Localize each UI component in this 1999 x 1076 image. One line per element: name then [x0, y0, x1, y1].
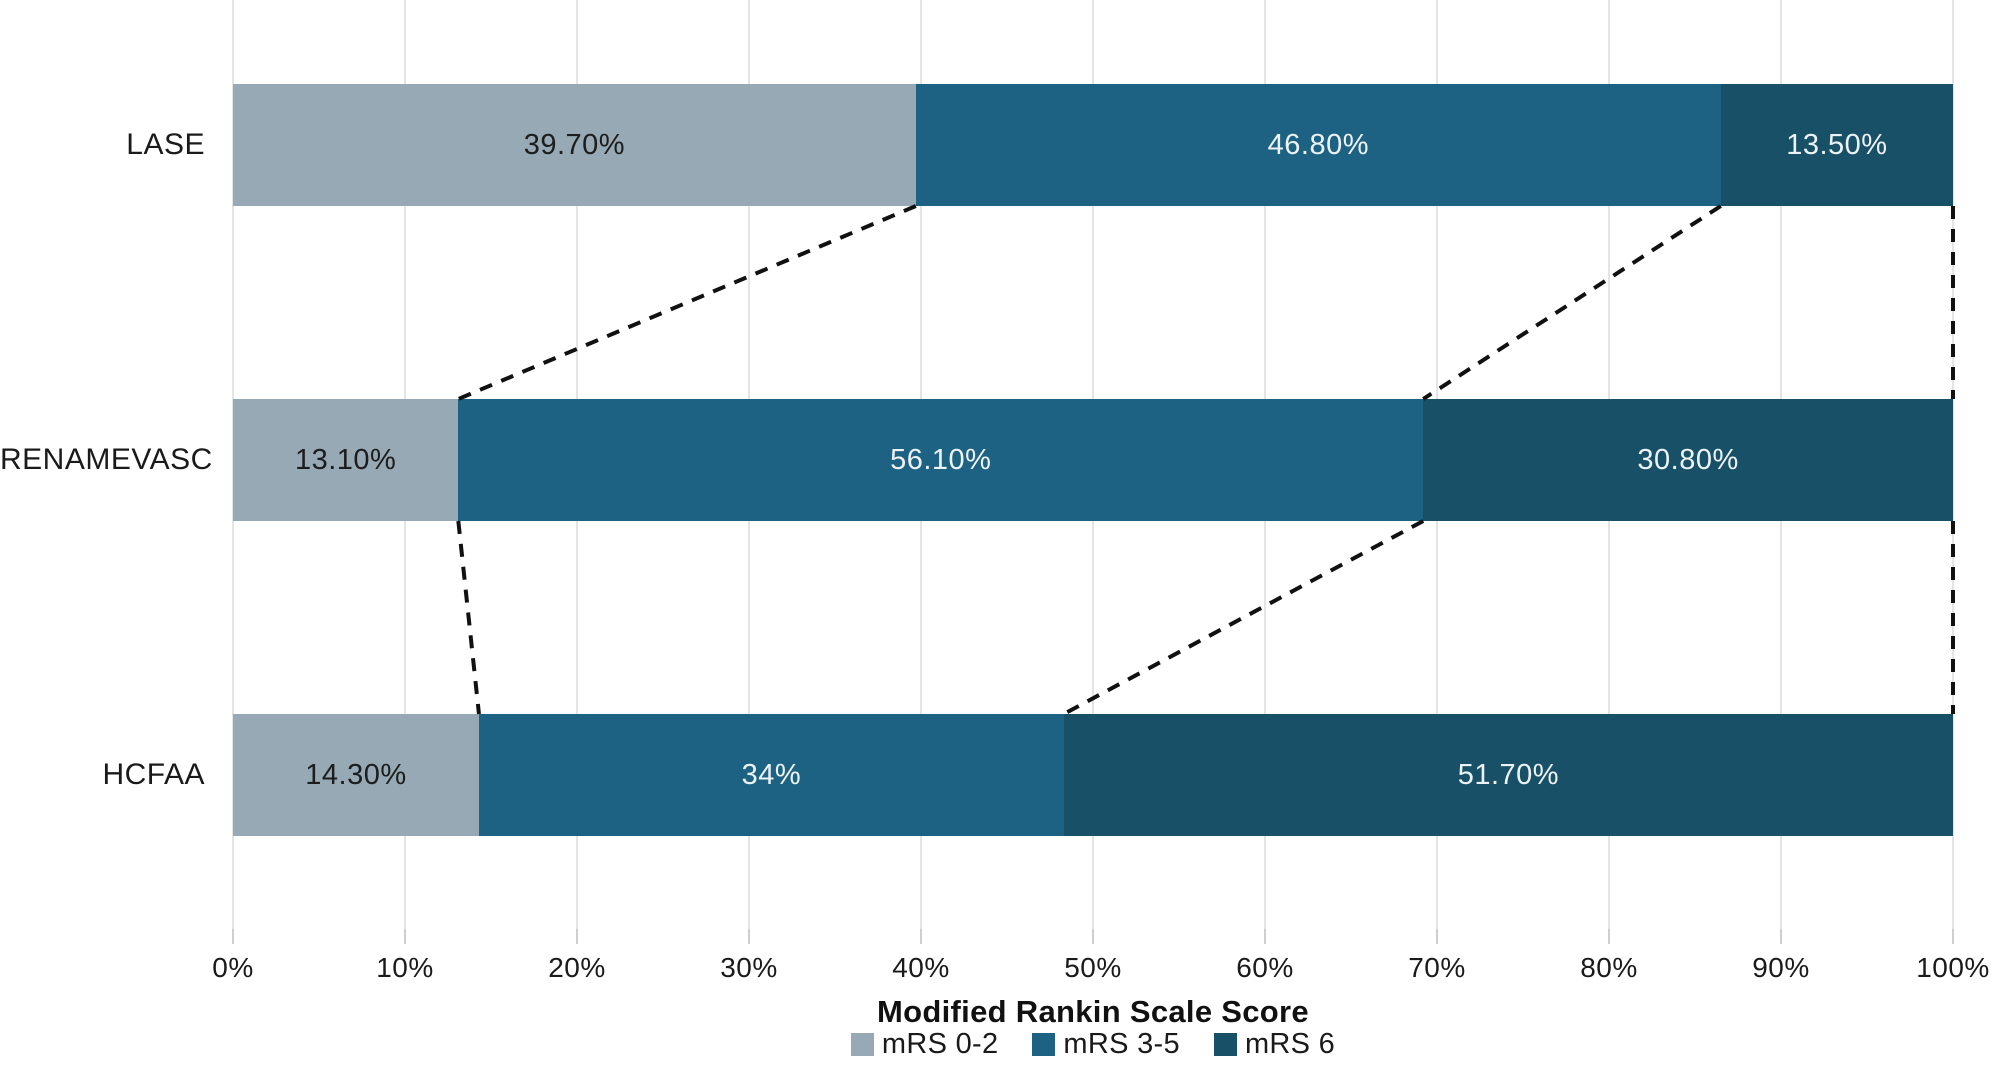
bar-segment: 13.50% [1720, 84, 1953, 206]
bar-value-label: 13.50% [1786, 128, 1888, 161]
axis-tick [232, 929, 234, 944]
axis-tick-label: 40% [892, 952, 950, 983]
axis-tick-label: 10% [376, 952, 434, 983]
legend-label: mRS 0-2 [881, 1028, 999, 1060]
legend-item: mRS 3-5 [1032, 1028, 1180, 1061]
axis-tick [404, 929, 406, 944]
axis-tick [576, 929, 578, 944]
bar-segment: 13.10% [233, 399, 459, 521]
axis-tick [1436, 929, 1438, 944]
legend-swatch [1213, 1033, 1237, 1056]
axis-tick-label: 30% [720, 952, 778, 983]
plot-area: 39.70% 46.80% 13.50% 13.10% 56.10% 30.80% 14.3… [232, 0, 1955, 929]
bar-row: 39.70% 46.80% 13.50% [233, 84, 1953, 206]
bar-segment: 34% [478, 714, 1064, 836]
axis-tick [1264, 929, 1266, 944]
bar-value-label: 30.80% [1637, 443, 1739, 476]
connector-line [1062, 519, 1425, 716]
axis-tick-label: 20% [548, 952, 606, 983]
bar-value-label: 14.30% [305, 758, 407, 791]
bar-segment: 14.30% [233, 714, 479, 836]
bar-row: 14.30% 34% 51.70% [233, 714, 1953, 836]
axis-tick [1608, 929, 1610, 944]
category-label: HCFAA [102, 758, 205, 791]
axis-tick [748, 929, 750, 944]
bar-value-label: 56.10% [890, 443, 992, 476]
axis-tick [1952, 929, 1954, 944]
category-label: LASE [126, 128, 205, 161]
axis-tick-label: 0% [212, 952, 254, 983]
axis-tick-label: 90% [1752, 952, 1810, 983]
connector-line [457, 204, 917, 401]
bar-value-label: 34% [741, 758, 802, 791]
axis-tick-label: 100% [1916, 952, 1990, 983]
legend-item: mRS 0-2 [850, 1028, 999, 1061]
gridline [1952, 0, 1954, 929]
axis-tick-label: 80% [1580, 952, 1638, 983]
x-axis-title: Modified Rankin Scale Score [877, 994, 1309, 1029]
bar-segment: 51.70% [1063, 714, 1953, 836]
axis-tick [1092, 929, 1094, 944]
axis-tick-label: 50% [1064, 952, 1122, 983]
legend-label: mRS 3-5 [1063, 1028, 1180, 1060]
axis-tick [1780, 929, 1782, 944]
legend-swatch [1032, 1033, 1056, 1056]
legend-item: mRS 6 [1213, 1028, 1336, 1061]
connector-line [1422, 204, 1722, 401]
legend: mRS 0-2 mRS 3-5 mRS 6 [233, 1028, 1953, 1061]
bar-segment: 56.10% [458, 399, 1424, 521]
connector-lines [456, 204, 1955, 716]
axis-tick-label: 60% [1236, 952, 1294, 983]
bar-segment: 30.80% [1423, 399, 1953, 521]
bar-value-label: 46.80% [1267, 128, 1369, 161]
bar-value-label: 51.70% [1457, 758, 1560, 791]
axis-tick [920, 929, 922, 944]
connector-line [456, 520, 481, 715]
bar-segment: 46.80% [915, 84, 1721, 206]
category-label: RENAMEVASC [0, 443, 213, 476]
bar-segment: 39.70% [233, 84, 916, 206]
bar-value-label: 39.70% [523, 128, 626, 161]
legend-swatch [850, 1033, 874, 1056]
axis-tick-label: 70% [1408, 952, 1466, 983]
bar-value-label: 13.10% [294, 443, 397, 476]
bar-row: 13.10% 56.10% 30.80% [233, 399, 1953, 521]
legend-label: mRS 6 [1244, 1028, 1336, 1060]
